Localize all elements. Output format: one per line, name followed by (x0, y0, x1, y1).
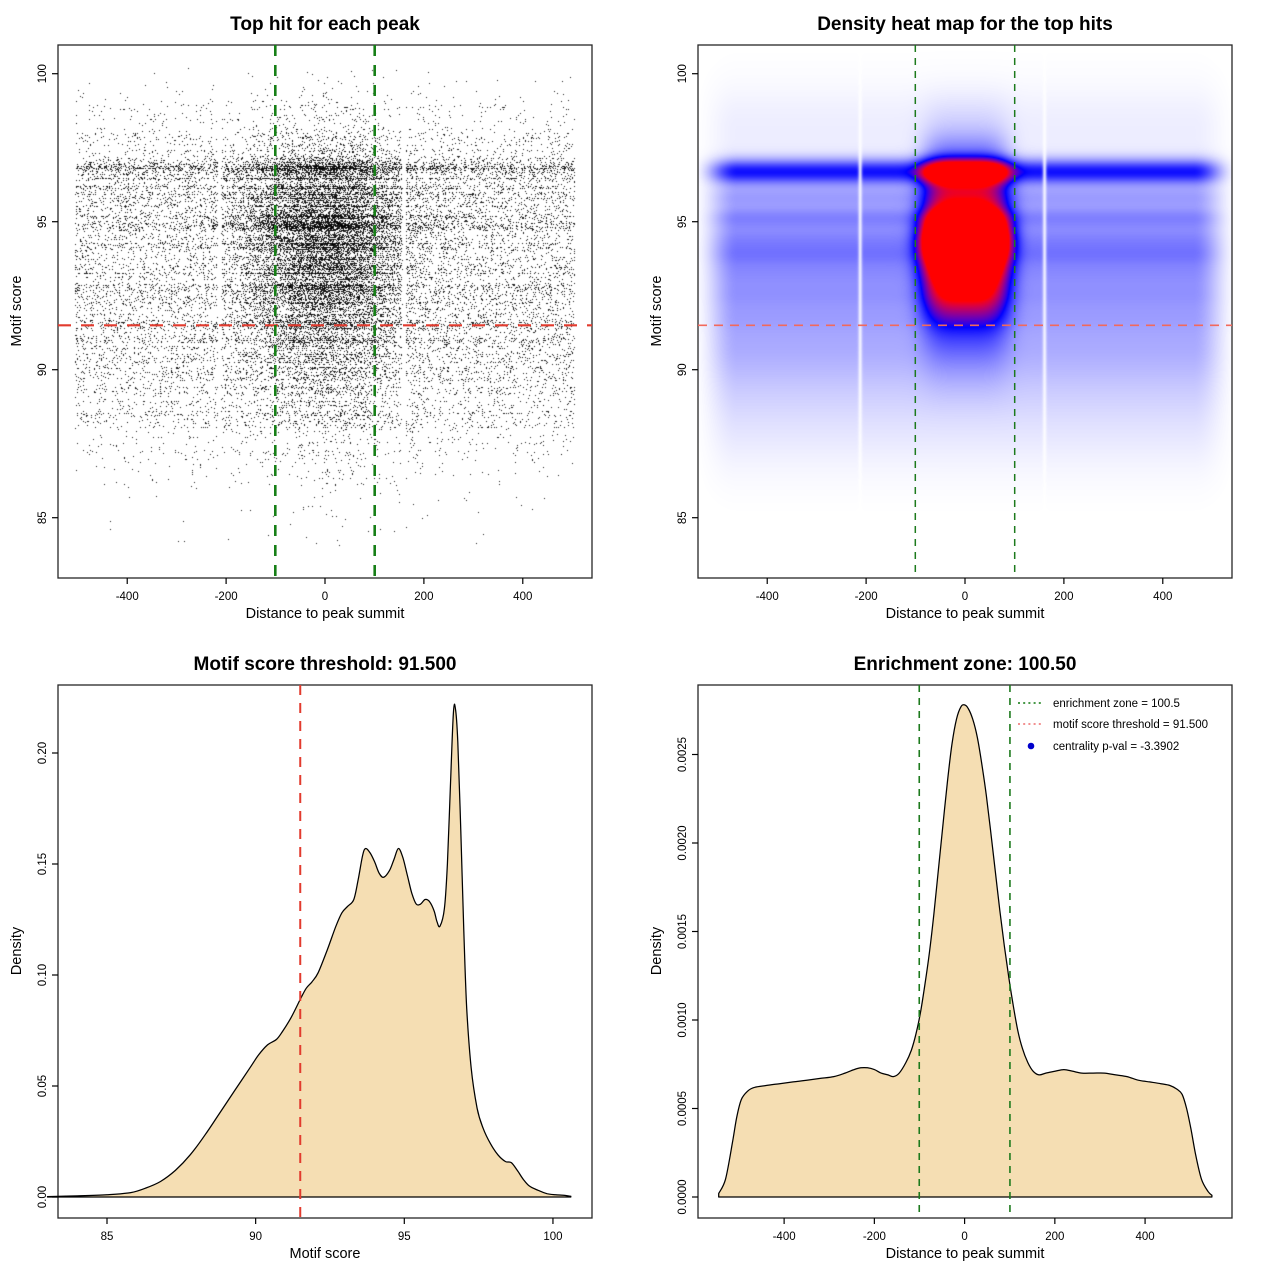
x-tick-label: -400 (773, 1231, 796, 1243)
score-density-xlabel: Motif score (289, 1246, 361, 1262)
summit-density-title: Enrichment zone: 100.50 (853, 654, 1077, 675)
y-tick-label: 90 (37, 363, 49, 376)
y-tick-label: 0.0000 (677, 1179, 689, 1214)
x-tick-label: 100 (543, 1231, 562, 1243)
y-tick-label: 100 (677, 64, 689, 83)
y-tick-label: 0.0025 (677, 737, 689, 772)
x-tick-label: 200 (1045, 1231, 1064, 1243)
panel-top-hit-scatter: Top hit for each peak -400 -200 0 200 400 85 9… (0, 0, 640, 640)
summit-density-xlabel: Distance to peak summit (885, 1246, 1045, 1262)
x-tick-label: 85 (101, 1231, 114, 1243)
y-tick-label: 0.0020 (677, 825, 689, 860)
heatmap-axes: -400 -200 0 200 400 85 90 95 100 (677, 44, 1233, 603)
x-tick-label: -400 (116, 591, 139, 603)
y-tick-label: 85 (677, 511, 689, 524)
x-tick-label: 95 (398, 1231, 411, 1243)
y-tick-label: 0.20 (37, 742, 49, 764)
y-tick-label: 0.0015 (677, 914, 689, 949)
y-tick-label: 100 (37, 64, 49, 83)
x-tick-label: -400 (756, 591, 779, 603)
heatmap-canvas (698, 45, 1232, 578)
summit-density-ylabel: Density (649, 926, 665, 976)
score-density-plot: 85 90 95 100 0.00 0.05 0.10 0.15 0.20 (37, 684, 593, 1243)
y-tick-label: 0.0005 (677, 1091, 689, 1126)
x-tick-label: 200 (1054, 591, 1073, 603)
x-tick-label: 0 (962, 591, 968, 603)
scatter-title: Top hit for each peak (230, 14, 420, 35)
panel-density-heatmap: Density heat map for the top hits -400 -2… (640, 0, 1280, 640)
x-tick-label: 0 (322, 591, 328, 603)
score-density-title: Motif score threshold: 91.500 (193, 654, 457, 675)
y-tick-label: 0.0010 (677, 1002, 689, 1037)
plot-box (697, 44, 1233, 579)
y-tick-label: 0.00 (37, 1186, 49, 1208)
y-tick-label: 90 (677, 363, 689, 376)
legend: enrichment zone = 100.5 motif score thres… (1018, 698, 1208, 753)
summit-density-plot: -400 -200 0 200 400 0.0000 0.0005 0.0010 0.0015 0… (677, 684, 1233, 1243)
density-curve (718, 704, 1213, 1198)
heatmap-xlabel: Distance to peak summit (885, 606, 1045, 622)
legend-sample-2 (1027, 742, 1035, 750)
x-tick-label: -200 (855, 591, 878, 603)
x-tick-label: 400 (513, 591, 532, 603)
y-tick-label: 95 (37, 215, 49, 228)
heatmap-ylabel: Motif score (649, 275, 665, 347)
panel-summit-distance-density: Enrichment zone: 100.50 -400 -200 0 200 400 0… (640, 640, 1280, 1280)
density-curve (46, 703, 572, 1198)
panel-motif-score-density: Motif score threshold: 91.500 85 90 95 100 0… (0, 640, 640, 1280)
score-density-ylabel: Density (9, 926, 25, 976)
x-tick-label: 0 (961, 1231, 967, 1243)
plot-box (57, 44, 593, 579)
y-tick-label: 0.15 (37, 853, 49, 875)
x-tick-label: -200 (215, 591, 238, 603)
plot-box (57, 684, 593, 1219)
legend-label-2: centrality p-val = -3.3902 (1053, 741, 1179, 753)
x-tick-label: 200 (414, 591, 433, 603)
x-tick-label: -200 (863, 1231, 886, 1243)
x-tick-label: 400 (1153, 591, 1172, 603)
heatmap-title: Density heat map for the top hits (817, 14, 1113, 35)
y-tick-label: 95 (677, 215, 689, 228)
x-tick-label: 90 (249, 1231, 262, 1243)
scatter-xlabel: Distance to peak summit (245, 606, 405, 622)
legend-label-0: enrichment zone = 100.5 (1053, 698, 1180, 710)
legend-label-1: motif score threshold = 91.500 (1053, 719, 1208, 731)
y-tick-label: 0.10 (37, 964, 49, 986)
y-tick-label: 0.05 (37, 1075, 49, 1097)
x-tick-label: 400 (1135, 1231, 1154, 1243)
y-tick-label: 85 (37, 511, 49, 524)
scatter-axes: -400 -200 0 200 400 85 90 95 100 (37, 44, 593, 603)
scatter-ylabel: Motif score (9, 275, 25, 347)
scatter-points-canvas (58, 45, 592, 578)
